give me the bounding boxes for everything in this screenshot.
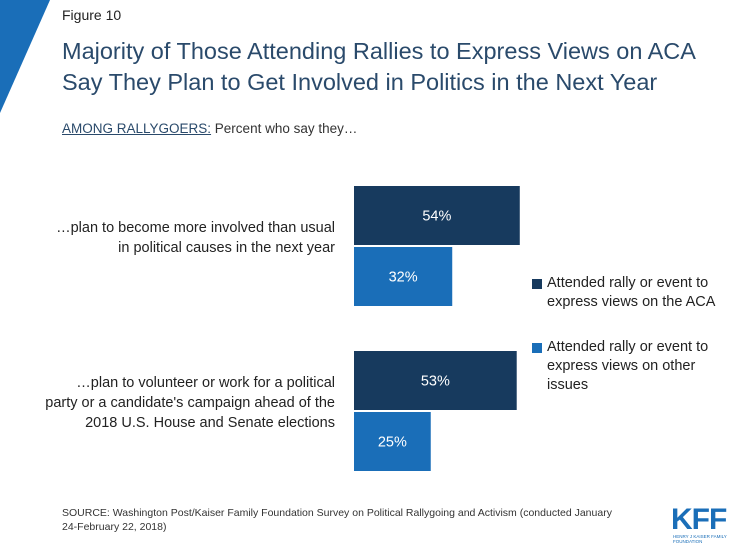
legend-label-aca: Attended rally or event to express views… — [547, 275, 716, 310]
data-label-aca-1: 54% — [422, 209, 451, 225]
chart-subtitle: AMONG RALLYGOERS: Percent who say they… — [62, 121, 357, 136]
figure-label: Figure 10 — [62, 7, 122, 23]
subtitle-rest: Percent who say they… — [211, 121, 358, 136]
data-label-aca-2: 53% — [421, 374, 450, 390]
bar-aca-1 — [354, 186, 520, 245]
category-label-volunteer: …plan to volunteer or work for a politic… — [45, 375, 335, 431]
legend-swatch-other — [532, 343, 542, 353]
logo-text: KFF — [671, 503, 727, 536]
legend-swatch-aca — [532, 279, 542, 289]
legend-label-other: Attended rally or event to express views… — [547, 339, 709, 393]
kff-logo: KFF HENRY J KAISER FAMILY FOUNDATION — [671, 503, 729, 545]
bar-other-2 — [354, 412, 431, 471]
category-label-involved: …plan to become more involved than usual… — [56, 220, 335, 256]
data-label-other-2: 25% — [378, 435, 407, 451]
data-label-other-1: 32% — [389, 270, 418, 286]
subtitle-lead: AMONG RALLYGOERS: — [62, 121, 212, 136]
bar-other-1 — [354, 247, 453, 306]
bar-aca-2 — [354, 351, 517, 410]
logo-subtext: HENRY J KAISER FAMILY FOUNDATION — [673, 534, 727, 544]
corner-accent-shape — [0, 0, 50, 113]
chart-title: Majority of Those Attending Rallies to E… — [62, 38, 695, 95]
source-note: SOURCE: Washington Post/Kaiser Family Fo… — [62, 507, 612, 533]
